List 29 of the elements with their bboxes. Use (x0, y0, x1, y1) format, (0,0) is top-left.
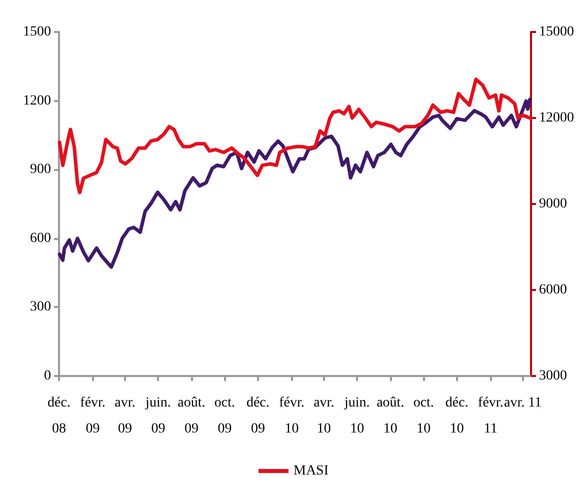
y-tick-label: 900 (30, 162, 51, 178)
x-tick-label: déc. 08 (48, 396, 70, 436)
y2-tick-label: 3000 (539, 368, 567, 384)
x-tick-label: févr. 11 (478, 396, 504, 436)
line-series (58, 78, 532, 194)
x-tick-label: juin. 10 (343, 396, 370, 436)
y2-tick-label: 9000 (539, 196, 567, 212)
x-tick-label: août. 10 (376, 396, 404, 436)
y-tick-label: 1200 (23, 93, 51, 108)
x-tick-label: févr. 09 (80, 396, 106, 436)
x-tick-label: août. 09 (178, 396, 206, 436)
x-tick-label: avr. 10 (314, 396, 334, 436)
y-tick-label: 300 (30, 300, 51, 315)
legend-label: MASI (293, 464, 329, 478)
x-tick-label: févr. 10 (279, 396, 304, 436)
y2-tick-label: 12000 (539, 110, 574, 126)
x-tick-label: avr. 09 (114, 396, 136, 436)
x-tick-label: déc. 09 (246, 396, 270, 436)
y-tick-label: 600 (30, 230, 51, 246)
x-tick-label: avr. 11 (504, 396, 542, 410)
x-tick-label: juin. 09 (144, 396, 171, 436)
y2-tick-label: 15000 (539, 24, 574, 40)
x-tick-label: oct. 10 (413, 396, 434, 436)
x-tick-label: déc. 10 (445, 396, 468, 436)
line-series (58, 98, 532, 269)
y2-tick-label: 6000 (539, 282, 567, 298)
y-tick-label: 1500 (23, 24, 51, 40)
x-tick-label: oct. 09 (214, 396, 235, 436)
y-tick-label: 0 (44, 368, 51, 384)
